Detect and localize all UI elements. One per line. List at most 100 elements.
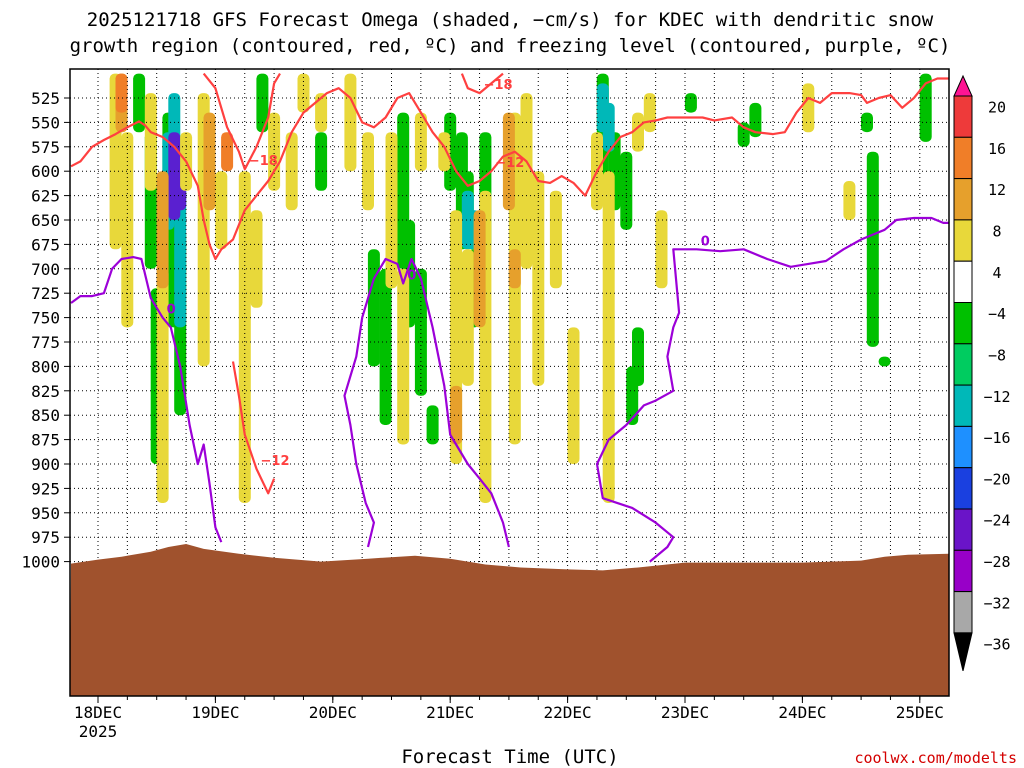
omega-shade-cell: [919, 73, 932, 142]
contour-label: −12: [495, 156, 524, 171]
x-tick-label: 18DEC: [74, 703, 122, 722]
chart-title-line-1: 2025121718 GFS Forecast Omega (shaded, −…: [87, 9, 934, 31]
contour-label: −18: [484, 78, 513, 93]
omega-shade-cell: [256, 73, 269, 133]
colorbar-segment: [953, 425, 973, 469]
colorbar-label: 8: [992, 223, 1001, 241]
omega-shade-cell: [549, 190, 562, 289]
credit-text: coolwx.com/modelts: [854, 749, 1017, 767]
contour-label: 0: [167, 303, 176, 318]
omega-shade-cell: [133, 73, 146, 133]
omega-shade-cell: [473, 210, 486, 328]
omega-shade-cell: [426, 405, 439, 445]
omega-shade-cell: [461, 249, 474, 386]
omega-shade-cell: [632, 112, 644, 152]
y-tick-label: 650: [31, 211, 60, 230]
colorbar-segment: [953, 508, 973, 551]
omega-shade-cell: [144, 93, 157, 191]
colorbar-segment: [953, 260, 973, 304]
y-tick-label: 750: [31, 309, 60, 328]
omega-shade-cell: [156, 268, 169, 503]
plot-frame: [69, 68, 950, 697]
x-tick-label: 25DEC: [896, 703, 944, 722]
omega-shade-cell: [379, 268, 392, 425]
y-tick-label: 775: [31, 333, 60, 352]
omega-shade-cell: [843, 181, 856, 220]
x-axis-ticks: 18DEC 19DEC 20DEC 21DEC 22DEC 23DEC 24DEC 25DEC: [74, 696, 944, 722]
omega-shade-cell: [749, 102, 762, 138]
colorbar-segment: [953, 95, 973, 138]
omega-shade-cell: [866, 151, 879, 347]
omega-shade-cell: [156, 171, 169, 289]
y-tick-label: 825: [31, 382, 60, 401]
contour-line: [70, 256, 223, 543]
colorbar-label: 20: [988, 99, 1006, 117]
omega-shade-cell: [655, 210, 668, 289]
colorbar-label: −4: [988, 305, 1006, 323]
colorbar-segment: [953, 384, 973, 427]
y-tick-label: 900: [31, 455, 60, 474]
omega-shade-cell: [878, 356, 891, 367]
omega-shade-cell: [602, 102, 615, 152]
contour-line: [343, 257, 510, 548]
omega-shade-cell: [397, 268, 410, 445]
contour-line: [202, 72, 281, 171]
omega-shade-cell: [414, 268, 427, 396]
omega-shade-cell: [602, 171, 615, 503]
x-axis-year-label: 2025: [79, 722, 118, 741]
omega-shade-cell: [268, 112, 281, 191]
contour-label: −12: [261, 454, 290, 469]
y-tick-label: 600: [31, 162, 60, 181]
omega-shading-layer: [109, 73, 932, 503]
colorbar-segment: [953, 343, 973, 386]
colorbar-label: −12: [983, 388, 1010, 406]
y-tick-label: 925: [31, 479, 60, 498]
y-tick-label: 525: [31, 89, 60, 108]
terrain-surface: [70, 544, 949, 696]
x-tick-label: 19DEC: [191, 703, 239, 722]
colorbar-segment: [953, 136, 973, 180]
contour-line: [460, 72, 504, 95]
y-tick-label: 625: [31, 187, 60, 206]
y-tick-label: 575: [31, 138, 60, 157]
omega-shade-cell: [643, 93, 656, 133]
y-tick-label: 800: [31, 357, 60, 376]
colorbar-segment: [953, 549, 973, 593]
colorbar: 20 16 12 8 4 −4 −8 −12 −16 −20 −24 −28 −32 −36: [953, 74, 1011, 672]
y-tick-label: 550: [31, 113, 60, 132]
omega-shade-cell: [221, 132, 234, 172]
colorbar-segment: [953, 302, 973, 345]
colorbar-label: −8: [988, 346, 1006, 364]
omega-shade-cell: [115, 73, 128, 113]
colorbar-label: −20: [983, 470, 1010, 488]
y-tick-label: 700: [31, 260, 60, 279]
colorbar-segment: [953, 178, 973, 221]
omega-shade-cell: [802, 83, 815, 133]
y-tick-label: 725: [31, 284, 60, 303]
contour-line: [595, 216, 950, 563]
colorbar-label: −16: [983, 429, 1010, 447]
omega-shade-cell: [203, 112, 216, 211]
colorbar-segment: [953, 591, 973, 634]
x-tick-label: 23DEC: [661, 703, 709, 722]
contour-layer: −12 −18 −18 −12 0 0 0: [70, 72, 950, 563]
y-tick-label: 675: [31, 235, 60, 254]
x-tick-label: 20DEC: [309, 703, 357, 722]
colorbar-label: 12: [988, 181, 1006, 199]
grid-layer: [70, 69, 949, 696]
y-axis-ticks: 525 550 575 600 625 650 675 700 725 750 775 800 825 8…: [21, 89, 70, 572]
x-tick-label: 22DEC: [544, 703, 592, 722]
colorbar-label: 16: [988, 140, 1006, 158]
omega-shade-cell: [632, 327, 644, 386]
omega-shade-cell: [684, 93, 697, 113]
x-tick-label: 21DEC: [426, 703, 474, 722]
y-tick-label: 1000: [21, 553, 60, 572]
omega-shade-cell: [315, 132, 328, 191]
colorbar-top-arrow: [953, 74, 973, 97]
omega-shade-cell: [385, 132, 398, 289]
omega-shade-cell: [620, 151, 633, 230]
y-tick-label: 975: [31, 528, 60, 547]
shading-series-5: [115, 73, 234, 172]
colorbar-label: 4: [992, 264, 1001, 282]
chart-title-line-2: growth region (contoured, red, ºC) and f…: [70, 35, 951, 57]
